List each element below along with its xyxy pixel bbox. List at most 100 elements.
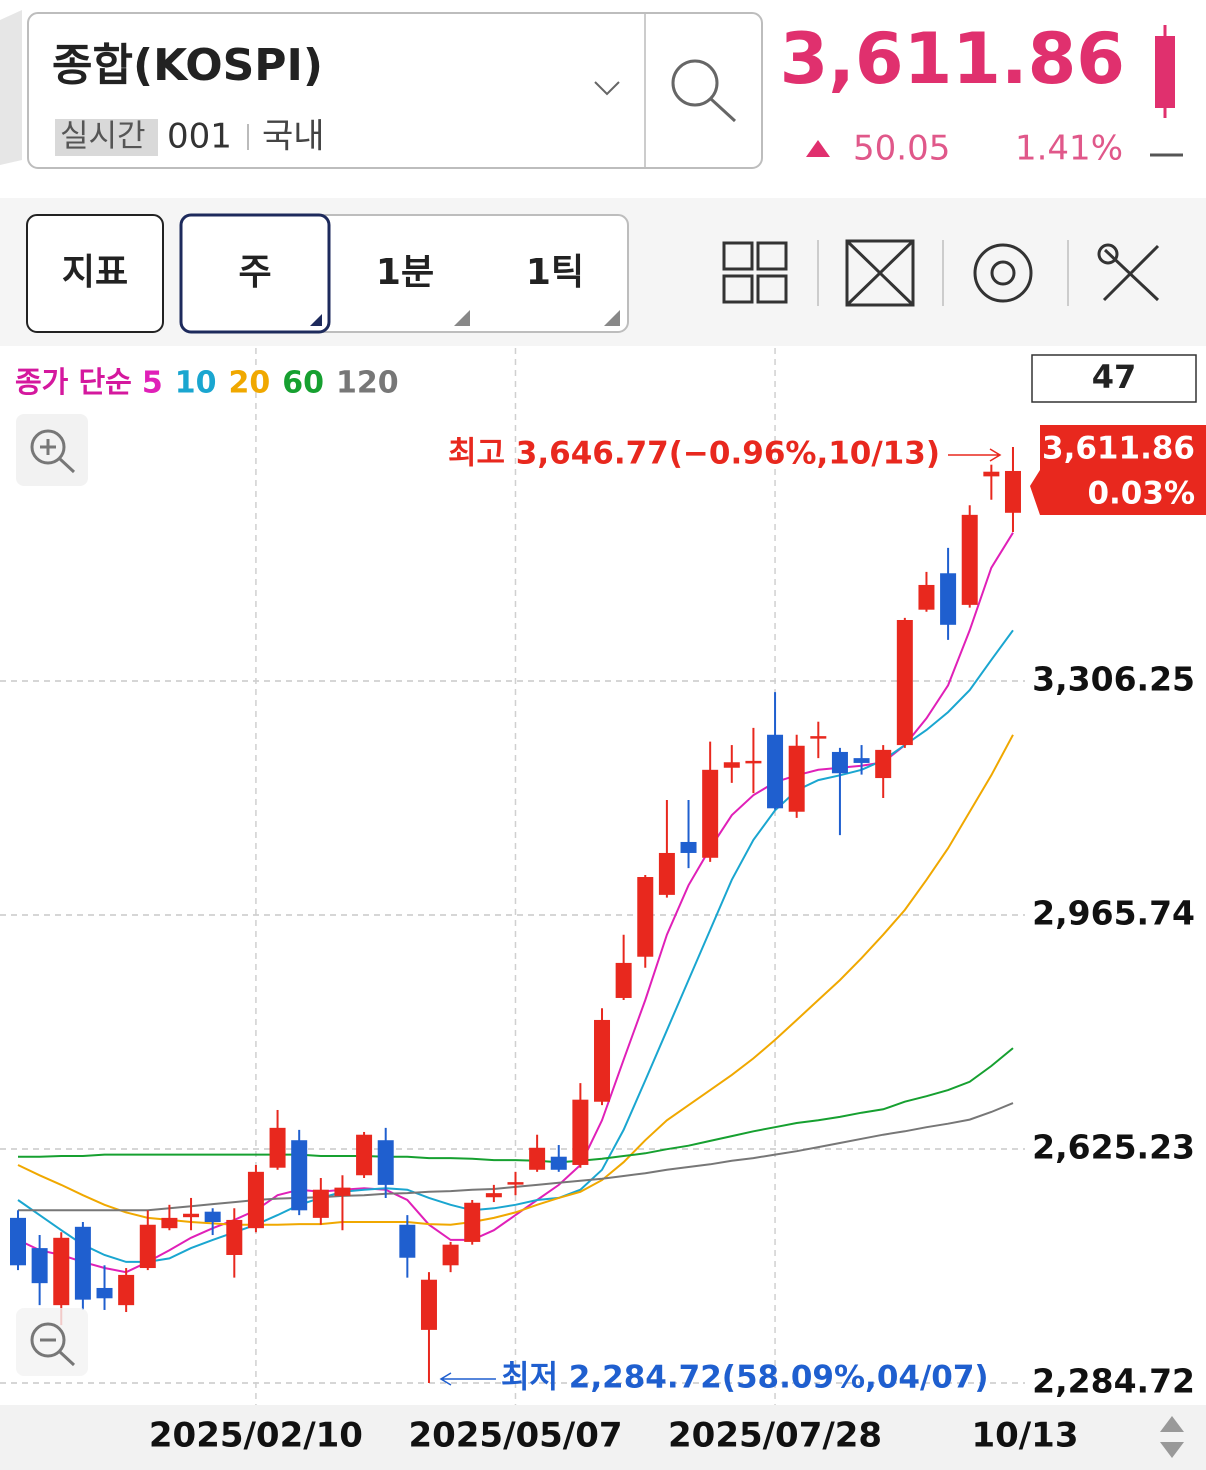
plot: 종가 단순 5 10 20 60 120 최고 3,646.77(−0.96%,10/13)…: [10, 365, 1021, 1395]
candle-body: [356, 1134, 373, 1176]
dropdown-chevron[interactable]: [594, 81, 620, 96]
tools-icon[interactable]: [1097, 243, 1160, 302]
candle-body: [1004, 470, 1021, 513]
y-tick-label: 2,284.72: [1032, 1361, 1195, 1400]
button-label[interactable]: 1틱: [526, 252, 584, 293]
candle-body: [637, 877, 654, 957]
legend-entry: 120: [336, 366, 399, 401]
search-icon[interactable]: [671, 59, 719, 107]
candle-body: [723, 762, 740, 768]
layout-icon[interactable]: [722, 241, 788, 304]
low-annotation: 최저 2,284.72(58.09%,04/07): [501, 1359, 989, 1395]
candle-body: [96, 1287, 113, 1299]
ma-line: [17, 734, 1014, 1226]
indicator-button[interactable]: [26, 214, 164, 333]
candle-body: [615, 962, 632, 998]
high-annotation: 최고 3,646.77(−0.96%,10/13): [448, 435, 940, 471]
search-icon-handle: [709, 97, 737, 123]
candle-body: [961, 514, 978, 605]
candle-body: [983, 471, 1000, 477]
price-tag-value: 3,611.86: [1042, 431, 1195, 467]
search-box[interactable]: [27, 12, 763, 169]
candle-body: [53, 1237, 70, 1306]
y-tick-label: 3,306.25: [1032, 659, 1195, 698]
button-label[interactable]: 1분: [376, 252, 434, 293]
candle-body: [377, 1140, 394, 1185]
code: 001: [167, 117, 232, 157]
candle-body: [831, 751, 848, 774]
candle-body: [572, 1099, 589, 1165]
settings-icon[interactable]: [973, 243, 1033, 303]
zoom-in-icon: [30, 429, 66, 465]
candle-body: [269, 1127, 286, 1168]
change: 50.05: [853, 129, 950, 169]
candle-body: [161, 1217, 178, 1229]
candle-body: [896, 619, 913, 746]
x-tick-label: 2025/07/28: [668, 1416, 882, 1456]
candle-body: [183, 1213, 200, 1218]
zoom-out-icon: [30, 1322, 66, 1358]
ma-line: [18, 1047, 1014, 1164]
y-tick-label: 2,625.23: [1032, 1127, 1195, 1166]
price-tag-change: 0.03%: [1087, 476, 1195, 512]
candle-body: [10, 1217, 26, 1266]
badge: 실시간: [60, 119, 146, 155]
legend-entry: 60: [282, 366, 324, 401]
annotation-arrow: [439, 1372, 496, 1386]
candle-body: [442, 1244, 459, 1266]
corner-mark: [454, 310, 470, 326]
candle-count: 47: [1092, 358, 1137, 396]
candle-body: [334, 1187, 351, 1196]
button-label: 주: [238, 252, 271, 293]
count-box: [1031, 354, 1197, 403]
change-rate: 1.41%: [1015, 129, 1123, 169]
current-price: 3,611.86: [780, 18, 1125, 100]
candle-body: [464, 1202, 481, 1242]
legend-entry: 10: [175, 366, 217, 401]
x-tick-label: 10/13: [971, 1416, 1078, 1456]
candle-body: [204, 1211, 221, 1222]
zoom-out-icon: [40, 1338, 76, 1367]
chart-bg: [0, 346, 1206, 1406]
zoom-in[interactable]: [16, 414, 88, 486]
badge-bg: [55, 119, 158, 156]
ma-line: [17, 629, 1014, 1263]
candle-body: [226, 1219, 243, 1255]
zoom-out[interactable]: [16, 1308, 88, 1376]
legend-title: 종가 단순: [15, 365, 132, 399]
zoom-in-icon: [40, 439, 76, 474]
legend-entry: 20: [228, 366, 270, 401]
candle-body: [399, 1224, 416, 1258]
corner-mark: [604, 310, 620, 326]
up-triangle: [806, 140, 830, 157]
candle-body: [594, 1019, 611, 1102]
candle-body: [529, 1147, 546, 1170]
candle-body: [507, 1182, 524, 1185]
back-tab[interactable]: [0, 10, 22, 165]
period-week[interactable]: [179, 213, 331, 334]
candle-body: [767, 734, 784, 809]
button-label: 지표: [62, 252, 128, 293]
candle-body: [291, 1140, 308, 1211]
candle-body: [940, 573, 957, 625]
candle-body: [810, 736, 827, 739]
candle-body: [875, 749, 892, 779]
candle-body: [420, 1279, 437, 1330]
candle-body: [788, 745, 805, 812]
candle-body: [550, 1156, 567, 1170]
candle-body: [918, 584, 935, 610]
x-axis: 2,284.72 2,625.23 2,965.74 3,306.25 2025/02/…: [149, 425, 1206, 1456]
scroll-arrows[interactable]: [1160, 1416, 1184, 1458]
candle-body: [312, 1189, 329, 1218]
mini-candle: [1155, 36, 1175, 108]
candle-body: [139, 1224, 156, 1269]
legend-entry: 5: [142, 366, 163, 401]
candle-body: [247, 1171, 264, 1229]
expand-icon[interactable]: [845, 239, 915, 307]
y-tick-label: 2,965.74: [1032, 893, 1195, 932]
candle-body: [680, 841, 697, 853]
candle-body: [853, 758, 870, 763]
candle-body: [745, 760, 762, 764]
